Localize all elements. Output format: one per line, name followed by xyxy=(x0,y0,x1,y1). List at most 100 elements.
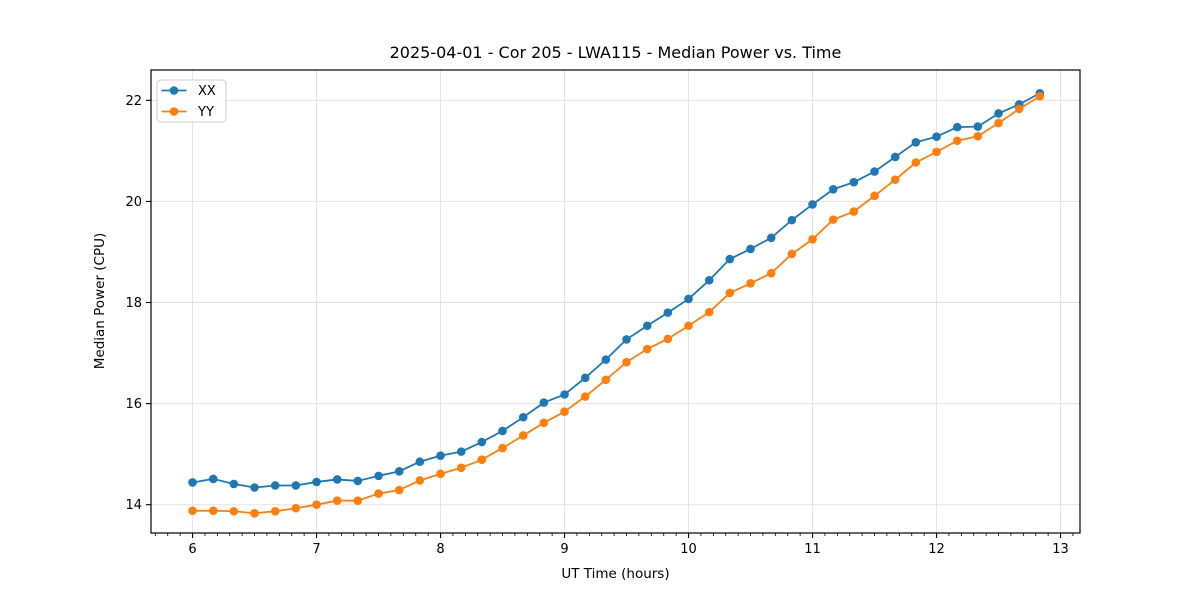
data-point-xx xyxy=(663,308,673,317)
data-point-xx xyxy=(332,475,342,484)
data-point-yy xyxy=(746,279,755,288)
data-point-xx xyxy=(622,335,631,344)
data-point-xx xyxy=(415,457,425,467)
chart-title: 2025-04-01 - Cor 205 - LWA115 - Median P… xyxy=(390,43,842,62)
data-point-xx xyxy=(394,467,404,476)
data-point-yy xyxy=(787,249,797,259)
y-tick-label: 20 xyxy=(125,195,142,210)
data-point-xx xyxy=(808,200,817,209)
data-point-xx xyxy=(911,137,921,147)
data-point-yy xyxy=(642,344,652,354)
data-point-xx xyxy=(870,167,879,176)
data-point-yy xyxy=(436,469,445,479)
data-point-xx xyxy=(498,426,507,436)
data-point-xx xyxy=(436,451,445,460)
data-point-yy xyxy=(332,496,342,505)
legend-label: YY xyxy=(197,105,214,120)
x-tick-label: 6 xyxy=(188,542,196,557)
data-point-yy xyxy=(725,288,735,298)
data-point-xx xyxy=(374,471,383,481)
data-point-xx xyxy=(518,412,528,422)
y-tick-label: 18 xyxy=(125,296,142,311)
x-tick-label: 12 xyxy=(928,542,945,557)
data-point-xx xyxy=(787,215,797,225)
data-point-yy xyxy=(477,455,487,465)
x-tick-label: 13 xyxy=(1052,542,1069,557)
data-point-yy xyxy=(808,235,817,244)
data-point-yy xyxy=(250,508,259,518)
data-point-yy xyxy=(1014,104,1024,114)
data-point-xx xyxy=(353,476,363,486)
tick-label-layer: 6 7 8 9 10 11 12 13 14 16 18 20 22 xyxy=(125,94,1068,557)
data-point-xx xyxy=(229,479,239,489)
data-point-xx xyxy=(601,355,611,364)
data-point-xx xyxy=(642,321,652,331)
series-line-yy xyxy=(192,95,1041,515)
legend-entry: XX xyxy=(161,84,216,99)
legend-label: XX xyxy=(198,84,216,99)
data-point-yy xyxy=(229,506,239,516)
data-point-yy xyxy=(663,334,673,344)
data-point-xx xyxy=(456,447,466,456)
data-point-yy xyxy=(766,268,776,278)
data-point-yy xyxy=(291,503,301,513)
data-point-yy xyxy=(580,392,590,401)
data-point-yy xyxy=(911,158,921,167)
x-tick-label: 9 xyxy=(560,542,568,557)
data-point-xx xyxy=(952,122,962,132)
y-tick-label: 22 xyxy=(125,94,142,109)
x-axis-label: UT Time (hours) xyxy=(561,566,669,582)
data-point-xx xyxy=(932,132,941,142)
data-point-yy xyxy=(394,485,404,495)
data-point-xx xyxy=(684,294,693,304)
x-tick-label: 11 xyxy=(804,542,821,557)
data-point-yy xyxy=(622,357,631,367)
data-point-xx xyxy=(580,373,590,383)
legend: XX YY xyxy=(156,79,227,123)
y-tick-label: 14 xyxy=(125,498,142,513)
x-tick-label: 8 xyxy=(436,542,444,557)
data-point-yy xyxy=(932,147,941,157)
data-point-yy xyxy=(312,500,321,509)
data-point-xx xyxy=(477,437,487,447)
data-point-xx xyxy=(890,152,900,162)
data-point-xx xyxy=(188,478,197,487)
data-point-xx xyxy=(849,177,859,187)
data-point-xx xyxy=(828,184,838,194)
data-point-xx xyxy=(539,398,549,407)
grid-layer xyxy=(151,70,1080,533)
tick-layer xyxy=(146,99,1074,538)
data-point-xx xyxy=(704,275,714,285)
legend-marker xyxy=(169,86,179,95)
x-tick-label: 10 xyxy=(680,542,697,557)
data-point-yy xyxy=(188,506,197,516)
data-point-xx xyxy=(291,481,301,490)
legend-marker xyxy=(169,107,179,116)
data-point-yy xyxy=(374,489,383,498)
data-point-yy xyxy=(849,207,859,216)
data-point-yy xyxy=(456,463,466,473)
data-point-xx xyxy=(973,122,983,131)
data-point-xx xyxy=(560,390,569,399)
plot-border xyxy=(150,69,1081,534)
data-point-yy xyxy=(704,307,714,317)
data-point-xx xyxy=(312,477,321,487)
data-point-yy xyxy=(994,118,1003,128)
data-point-yy xyxy=(828,215,838,224)
series-line-xx xyxy=(192,92,1041,489)
data-point-yy xyxy=(870,191,879,201)
data-point-yy xyxy=(560,407,569,416)
data-point-yy xyxy=(684,321,693,331)
data-point-xx xyxy=(766,233,776,243)
data-point-yy xyxy=(208,506,218,516)
data-point-yy xyxy=(353,496,363,505)
data-point-yy xyxy=(952,136,962,146)
data-point-xx xyxy=(725,254,735,264)
x-tick-label: 7 xyxy=(312,542,320,557)
data-point-xx xyxy=(746,244,755,254)
data-point-xx xyxy=(250,483,259,492)
data-point-yy xyxy=(973,131,983,141)
y-axis-label: Median Power (CPU) xyxy=(92,233,108,369)
